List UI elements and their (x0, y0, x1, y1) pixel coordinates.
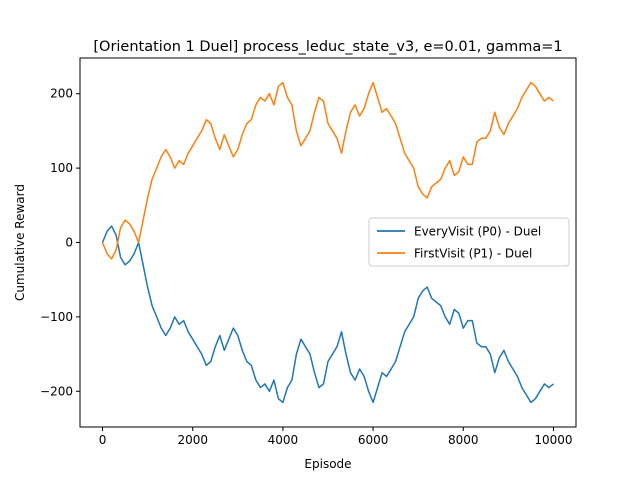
legend-box (368, 217, 570, 267)
axis-ticks: 0 2000 4000 6000 8000 10000 −200 −100 0 100 200 (40, 87, 573, 447)
y-tick-label: 0 (65, 236, 73, 250)
x-tick-label: 4000 (268, 433, 299, 447)
series-line-firstvisit (101, 81, 554, 260)
plot-lines (101, 81, 554, 404)
legend-label-everyvisit: EveryVisit (P0) - Duel (414, 225, 541, 239)
x-tick-label: 2000 (177, 433, 208, 447)
legend: EveryVisit (P0) - Duel FirstVisit (P1) -… (368, 217, 570, 267)
y-tick-label: −100 (40, 310, 73, 324)
x-tick-label: 8000 (448, 433, 479, 447)
x-axis-label: Episode (304, 457, 351, 471)
y-tick-label: 200 (50, 87, 73, 101)
chart-title: [Orientation 1 Duel] process_leduc_state… (93, 39, 562, 55)
x-tick-label: 0 (99, 433, 107, 447)
series-line-everyvisit (101, 225, 554, 404)
y-tick-label: −200 (40, 384, 73, 398)
y-tick-label: 100 (50, 161, 73, 175)
x-tick-label: 6000 (358, 433, 389, 447)
legend-label-firstvisit: FirstVisit (P1) - Duel (414, 247, 532, 261)
y-axis-label: Cumulative Reward (13, 184, 27, 301)
x-tick-label: 10000 (534, 433, 572, 447)
plot-frame (79, 57, 577, 428)
